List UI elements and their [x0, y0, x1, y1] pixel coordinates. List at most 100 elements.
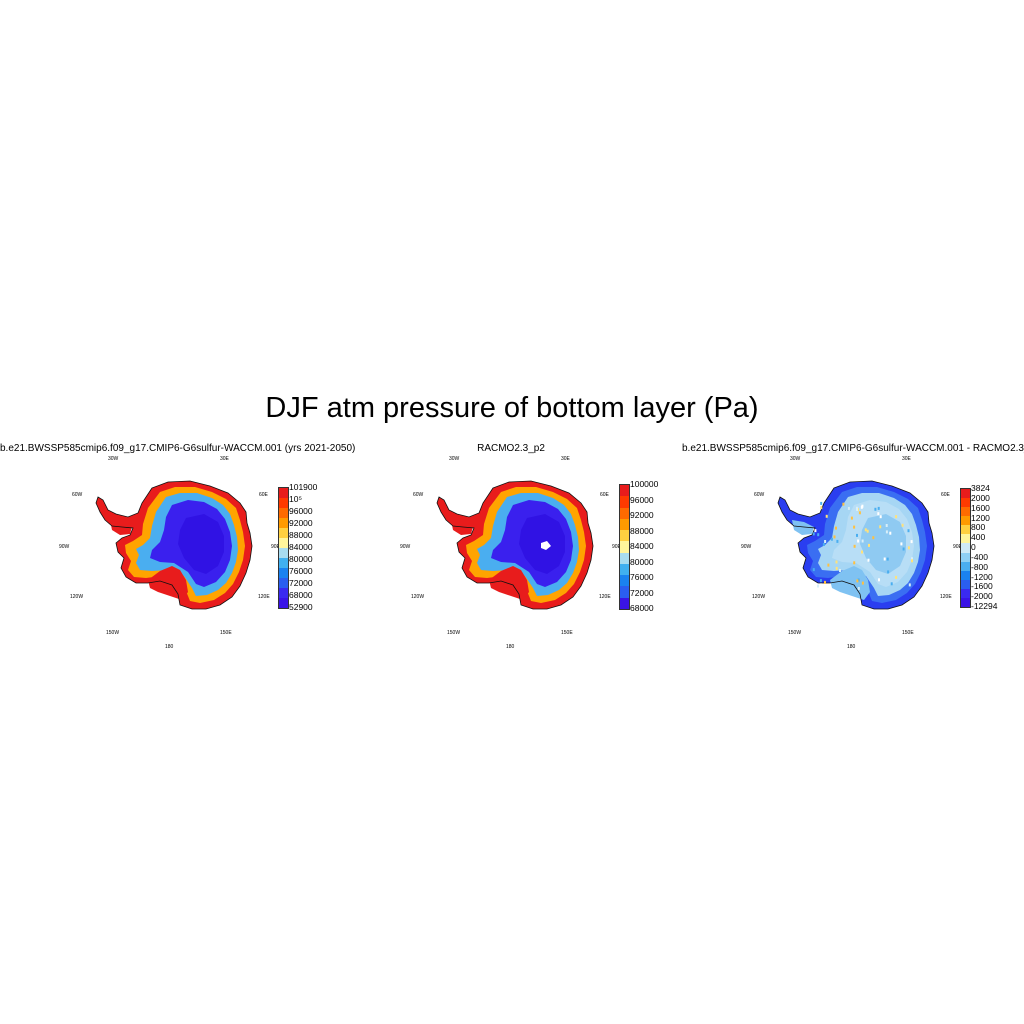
ross-shelf-fill: [148, 566, 188, 600]
longitude-label: 60E: [941, 492, 950, 498]
colorbar-swatch: [961, 579, 970, 590]
colorbar-tick-label: 92000: [630, 510, 654, 520]
colorbar-tick-label: 80000: [630, 556, 654, 567]
difference-speckle: [835, 566, 838, 570]
difference-speckle: [885, 530, 888, 534]
ross-shelf-fill: [489, 566, 529, 600]
difference-speckle: [864, 528, 867, 532]
plateau-fill: [178, 514, 224, 574]
difference-speckle: [877, 506, 880, 510]
difference-speckle: [861, 550, 863, 554]
colorbar-swatch: [279, 508, 288, 519]
difference-speckle: [900, 542, 903, 546]
coastline: [436, 480, 594, 610]
difference-speckle: [879, 525, 882, 529]
difference-speckle: [820, 506, 823, 510]
colorbar-tick-label: 92000: [289, 518, 313, 528]
colorbar-tick-label: -1200: [971, 571, 993, 582]
coastline: [95, 480, 253, 610]
colorbar: [619, 484, 630, 610]
colorbar-swatch: [620, 530, 629, 542]
difference-speckle: [819, 579, 822, 583]
difference-speckle: [895, 515, 898, 519]
colorbar-tick-label: 1200: [971, 512, 990, 523]
longitude-label: 30E: [902, 456, 911, 462]
difference-speckle: [839, 569, 841, 572]
difference-speckle: [883, 557, 886, 561]
difference-speckle: [817, 533, 820, 537]
difference-speckle: [861, 539, 864, 543]
colorbar-tick-label: 2000: [971, 492, 990, 503]
difference-speckle: [877, 512, 880, 516]
difference-speckle: [825, 514, 828, 518]
colorbar-swatch: [961, 507, 970, 517]
colorbar-tick-label: 52900: [289, 602, 313, 612]
difference-speckle: [836, 539, 839, 543]
difference-speckle: [824, 540, 827, 543]
ross-shelf-fill: [830, 566, 870, 600]
longitude-label: 90E: [271, 544, 280, 550]
difference-speckle: [814, 529, 817, 533]
longitude-label: 180: [847, 644, 856, 650]
difference-speckle: [911, 559, 913, 563]
difference-speckle: [879, 515, 882, 519]
colorbar-tick-label: -1600: [971, 581, 993, 592]
colorbar-swatch: [279, 518, 288, 529]
longitude-label: 150E: [902, 630, 914, 636]
colorbar-swatch: [961, 588, 970, 599]
colorbar-swatch: [279, 578, 288, 589]
colorbar-tick-label: 84000: [289, 542, 313, 552]
difference-speckle: [857, 539, 860, 543]
longitude-label: 180: [165, 644, 174, 650]
difference-speckle: [822, 543, 825, 546]
colorbar-tick-label: -400: [971, 551, 989, 562]
colorbar-swatch: [961, 552, 970, 562]
longitude-label: 90E: [612, 544, 621, 550]
antarctica-map: [95, 480, 253, 610]
colorbar-tick-label: 800: [971, 522, 986, 533]
colorbar-tick-label: 100000: [630, 479, 659, 489]
panel-model: b.e21.BWSSP585cmip6.f09_g17.CMIP6-G6sulf…: [0, 440, 355, 660]
colorbar: [960, 488, 971, 608]
difference-speckle: [820, 583, 822, 587]
colorbar-tick-label: 101900: [289, 482, 318, 492]
panel-title: b.e21.BWSSP585cmip6.f09_g17.CMIP6-G6sulf…: [682, 443, 1024, 454]
colorbar-tick-label: -12294: [971, 601, 998, 611]
colorbar-swatch: [620, 541, 629, 554]
colorbar-swatch: [279, 528, 288, 539]
difference-speckle: [842, 502, 845, 506]
longitude-label: 60W: [72, 492, 83, 498]
colorbar-swatch: [961, 570, 970, 581]
colorbar-swatch: [620, 507, 629, 520]
longitude-label: 30W: [790, 456, 801, 462]
longitude-label: 120E: [258, 594, 270, 600]
difference-speckle: [812, 532, 815, 536]
weddell-shelf-fill: [451, 520, 473, 535]
colorbar-tick-label: 3824: [971, 483, 990, 493]
longitude-label: 90E: [953, 544, 962, 550]
longitude-label: 30E: [561, 456, 570, 462]
longitude-label: 150W: [447, 630, 461, 636]
colorbar: [278, 487, 289, 609]
colorbar-tick-label: 76000: [630, 572, 654, 582]
longitude-label: 30E: [220, 456, 229, 462]
colorbar-tick-label: 0: [971, 542, 976, 552]
colorbar-swatch: [620, 496, 629, 508]
longitude-label: 180: [506, 644, 515, 650]
colorbar-swatch: [961, 498, 970, 508]
colorbar-swatch: [279, 558, 288, 569]
figure-title: DJF atm pressure of bottom layer (Pa): [265, 392, 759, 424]
colorbar-swatch: [620, 485, 629, 497]
colorbar-tick-label: 88000: [630, 525, 654, 536]
difference-speckle: [910, 540, 913, 544]
colorbar-tick-label: 68000: [630, 603, 654, 613]
difference-speckle: [857, 578, 860, 582]
antarctica-map: [436, 480, 594, 610]
difference-speckle: [868, 543, 870, 547]
colorbar-tick-label: 68000: [289, 590, 313, 600]
difference-speckle: [887, 570, 890, 574]
difference-speckle: [867, 558, 870, 562]
longitude-label: 120E: [599, 594, 611, 600]
colorbar-tick-label: 88000: [289, 530, 313, 540]
colorbar-tick-label: 400: [971, 532, 986, 543]
